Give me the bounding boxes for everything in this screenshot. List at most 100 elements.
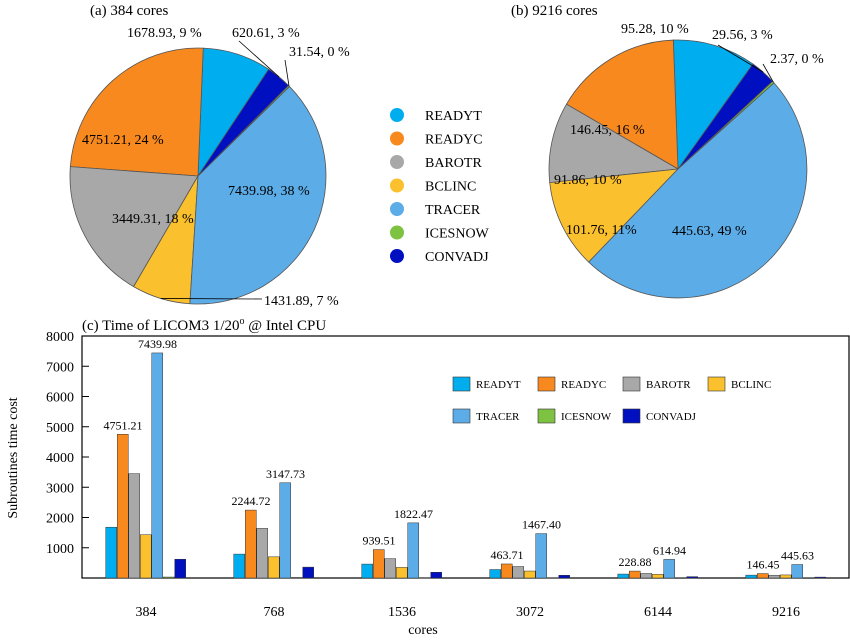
- bar-6144-readyc: [629, 570, 641, 579]
- pie-b-title: (b) 9216 cores: [511, 3, 598, 19]
- bar-1536-convadj: [430, 572, 442, 579]
- pie-a-slice-barotr: [69, 166, 199, 288]
- legend-label-convadj: CONVADJ: [425, 250, 489, 265]
- pie-a-slice-readyc: [69, 47, 204, 177]
- bar-3072-bclinc: [524, 570, 536, 579]
- bar-6144-convadj: [686, 576, 698, 579]
- bar-9216-convadj: [814, 576, 826, 579]
- data-label-384-tracer: 7439.98: [138, 337, 177, 351]
- bar-768-readyc: [245, 509, 257, 579]
- bar-3072-tracer: [535, 533, 547, 579]
- x-axis-title: cores: [408, 623, 438, 638]
- pie-b-label-readyc: 146.45, 16 %: [570, 123, 645, 138]
- x-tick-label-9216: 9216: [772, 605, 800, 620]
- pie-a-label-readyt: 1678.93, 9 %: [127, 26, 202, 41]
- bar-legend-swatch-icesnow: [537, 408, 556, 424]
- y-tick-label-5000: 5000: [46, 421, 74, 436]
- bar-1536-readyt: [361, 563, 373, 579]
- bar-9216-readyc: [757, 573, 769, 579]
- legend-swatch-icesnow: [390, 225, 404, 240]
- bar-title-main: (c) Time of LICOM3 1/20: [82, 318, 240, 334]
- bar-1536-tracer: [407, 522, 419, 579]
- y-tick-label-6000: 6000: [46, 391, 74, 406]
- bar-768-convadj: [302, 566, 314, 579]
- legend-swatch-readyc: [390, 131, 404, 146]
- pie-b-slice-readyt: [672, 39, 754, 171]
- data-label-6144-tracer: 614.94: [653, 543, 686, 557]
- pie-b-label-bclinc: 101.76, 11%: [566, 223, 637, 238]
- data-label-768-readyc: 2244.72: [232, 494, 271, 508]
- bar-384-icesnow: [163, 576, 175, 579]
- legend-swatch-barotr: [390, 155, 404, 169]
- pie-b-label-tracer: 445.63, 49 %: [672, 224, 747, 239]
- bar-legend-label-tracer: TRACER: [476, 411, 520, 423]
- x-tick-label-6144: 6144: [644, 605, 672, 620]
- pie-a-label-readyc: 4751.21, 24 %: [82, 133, 164, 148]
- y-tick-label-8000: 8000: [46, 330, 74, 345]
- pie-a-leader-bclinc: [160, 298, 263, 300]
- bar-9216-bclinc: [780, 574, 792, 579]
- pie-a-title: (a) 384 cores: [90, 3, 168, 19]
- bar-legend-label-barotr: BAROTR: [646, 379, 691, 391]
- x-tick-label-384: 384: [136, 605, 157, 620]
- data-label-3072-tracer: 1467.40: [522, 518, 561, 532]
- bar-768-icesnow: [291, 577, 303, 579]
- bar-legend-swatch-barotr: [622, 376, 641, 392]
- data-label-9216-tracer: 445.63: [781, 549, 814, 563]
- bar-6144-barotr: [640, 573, 652, 579]
- bar-1536-bclinc: [396, 567, 408, 579]
- bar-legend-label-readyt: READYT: [476, 379, 521, 391]
- pie-chart-384: 1678.93, 9 % 4751.21, 24 % 3449.31, 18 % 14…: [69, 26, 350, 309]
- pie-a-label-bclinc: 1431.89, 7 %: [264, 294, 339, 309]
- pie-b-slice-barotr: [548, 103, 680, 184]
- y-tick-label-4000: 4000: [46, 451, 74, 466]
- legend-label-readyc: READYC: [425, 133, 483, 148]
- data-label-768-tracer: 3147.73: [266, 467, 305, 481]
- pie-a-label-tracer: 7439.98, 38 %: [228, 184, 310, 199]
- pie-a-label-icesnow: 31.54, 0 %: [289, 45, 350, 60]
- bar-384-convadj: [174, 558, 186, 579]
- pie-chart-9216: 95.28, 10 % 146.45, 16 % 91.86, 10 % 101.76…: [548, 22, 824, 299]
- pie-b-label-icesnow: 2.37, 0 %: [770, 52, 824, 67]
- pie-b-label-barotr: 91.86, 10 %: [554, 173, 622, 188]
- plot-frame: [81, 335, 850, 579]
- bar-legend-label-convadj: CONVADJ: [646, 411, 697, 423]
- legend-swatch-bclinc: [390, 178, 404, 193]
- bar-3072-convadj: [558, 575, 570, 579]
- pie-legend: READYT READYC BAROTR BCLINC TRACER ICESNOW CON…: [390, 108, 490, 265]
- legend-swatch-readyt: [390, 108, 404, 122]
- legend-label-tracer: TRACER: [425, 203, 481, 218]
- bar-chart-title: (c) Time of LICOM3 1/20o @ Intel CPU: [82, 316, 326, 334]
- bar-3072-barotr: [512, 566, 524, 579]
- bar-legend-swatch-bclinc: [707, 376, 726, 392]
- bar-chart: 1000 2000 3000 4000 5000 6000 7000 8000 384 768 15…: [46, 330, 850, 620]
- bar-384-tracer: [151, 352, 163, 579]
- x-tick-label-3072: 3072: [516, 605, 544, 620]
- legend-label-icesnow: ICESNOW: [425, 227, 490, 242]
- bar-legend-swatch-tracer: [452, 408, 471, 424]
- bar-9216-readyt: [745, 574, 757, 579]
- y-tick-label-2000: 2000: [46, 512, 74, 527]
- bar-6144-tracer: [663, 559, 675, 579]
- bar-legend-swatch-readyt: [452, 376, 471, 392]
- legend-swatch-tracer: [390, 202, 404, 216]
- bar-9216-barotr: [768, 574, 780, 579]
- pie-a-leader-icesnow: [284, 59, 290, 87]
- legend-label-readyt: READYT: [425, 109, 482, 124]
- bar-legend-label-readyc: READYC: [561, 379, 606, 391]
- pie-a-label-convadj: 620.61, 3 %: [232, 26, 300, 41]
- data-label-1536-readyc: 939.51: [363, 534, 396, 548]
- bar-1536-barotr: [384, 558, 396, 579]
- bar-768-bclinc: [268, 556, 280, 579]
- bar-3072-readyc: [501, 563, 513, 579]
- bar-1536-icesnow: [419, 577, 431, 579]
- bar-6144-icesnow: [675, 577, 687, 579]
- bar-6144-readyt: [617, 573, 629, 579]
- pie-b-leader-convadj: [717, 44, 764, 73]
- bar-768-tracer: [279, 482, 291, 579]
- y-tick-label-3000: 3000: [46, 481, 74, 496]
- pie-b-label-readyt: 95.28, 10 %: [621, 22, 689, 37]
- bar-768-readyt: [233, 553, 245, 579]
